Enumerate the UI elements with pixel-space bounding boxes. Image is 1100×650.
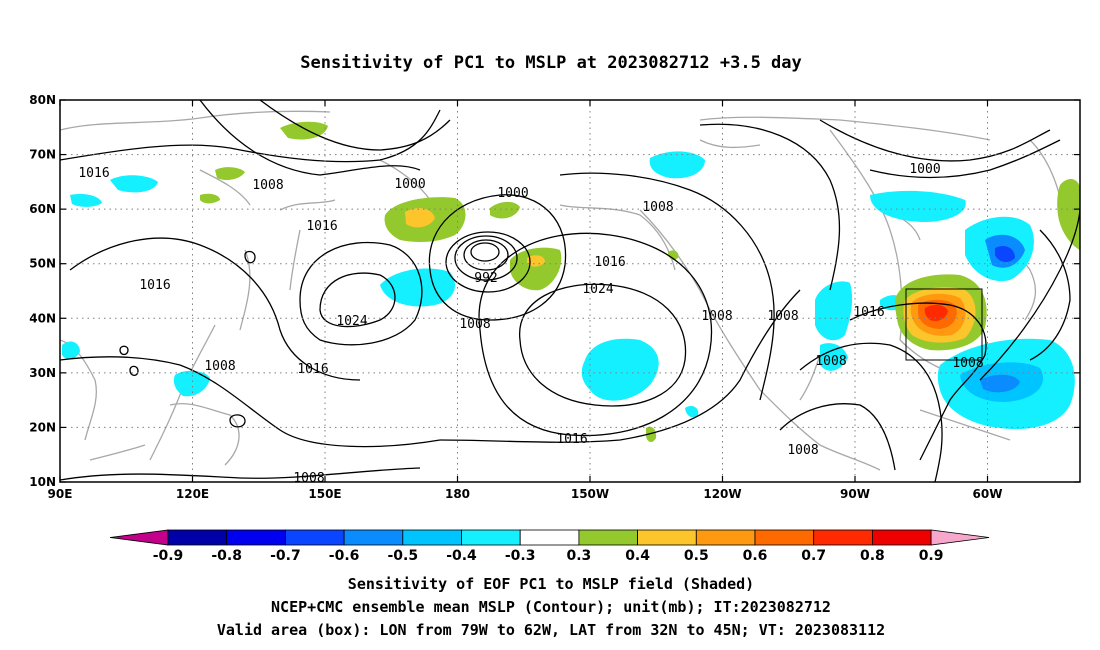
lon-label: 150E [308,487,341,501]
contour-label: 1016 [556,432,587,447]
contour-label: 1008 [767,309,798,324]
contour-label: 1016 [139,278,170,293]
contour-label: 1008 [293,471,324,486]
colorbar-swatch [226,529,286,546]
colorbar-swatch [402,529,462,546]
colorbar-label: -0.7 [270,548,301,564]
lon-label: 120W [703,487,741,501]
lat-label: 10N [29,475,56,489]
colorbar-swatch [167,529,228,546]
contour-label: 1008 [642,200,673,215]
contour-label: 1024 [582,282,613,297]
lat-label: 80N [29,93,56,107]
colorbar-label: -0.4 [446,548,477,564]
colorbar-label: -0.9 [153,548,184,564]
colorbar-swatch [578,529,639,546]
colorbar-swatch [813,529,873,546]
figure-title: Sensitivity of PC1 to MSLP at 2023082712… [300,53,802,73]
lat-label: 20N [29,420,56,434]
caption-line-2: NCEP+CMC ensemble mean MSLP (Contour); u… [271,598,831,616]
colorbar: -0.9 -0.8 -0.7 -0.6 -0.5 -0.4 -0.3 0.3 0.4 0.5 0.6… [109,529,990,564]
colorbar-swatch [754,529,815,546]
colorbar-low-cap [109,529,169,546]
colorbar-label: 0.9 [919,548,944,564]
sensitivity-shading [62,121,1080,443]
contour-label: 1008 [701,309,732,324]
contour-label: 1000 [394,177,425,192]
caption-line-1: Sensitivity of EOF PC1 to MSLP field (Sh… [348,575,754,593]
axis-ticks [59,99,1080,483]
contour-label: 1016 [594,255,625,270]
contour-label: 992 [474,271,497,286]
lat-label: 30N [29,366,56,380]
contour-label: 1008 [204,359,235,374]
caption-line-3: Valid area (box): LON from 79W to 62W, L… [217,621,885,639]
contour-label: 1024 [336,314,367,329]
colorbar-label: 0.3 [566,548,591,564]
colorbar-swatch [284,529,345,546]
lon-label: 90E [48,487,73,501]
colorbar-high-cap [930,529,990,546]
latitude-labels: 80N 70N 60N 50N 40N 30N 20N 10N [29,93,56,489]
lon-label: 60W [973,487,1003,501]
lat-label: 60N [29,202,56,216]
colorbar-label: -0.8 [211,548,242,564]
lat-label: 50N [29,257,56,271]
map-frame [59,99,1081,483]
contour-label: 1016 [306,219,337,234]
map-panel: 1016 1008 1000 1000 1008 1000 1016 1016 … [29,93,1081,501]
lon-label: 90W [840,487,870,501]
colorbar-label: 0.8 [860,548,885,564]
contour-label: 1016 [78,166,109,181]
mslp-contours [60,100,1080,482]
colorbar-label: 0.7 [801,548,826,564]
colorbar-label: -0.6 [329,548,360,564]
contour-label: 1008 [952,356,983,371]
colorbar-swatch [637,529,697,546]
valid-area-box [905,288,983,361]
contour-label: 1000 [497,186,528,201]
contour-label: 1008 [252,178,283,193]
contour-label: 1000 [909,162,940,177]
colorbar-swatch [343,529,404,546]
colorbar-label: -0.3 [505,548,536,564]
contour-label: 1008 [815,354,846,369]
colorbar-swatch [695,529,756,546]
lon-label: 180 [445,487,470,501]
contour-labels: 1016 1008 1000 1000 1008 1000 1016 1016 … [78,162,983,486]
contour-label: 1016 [297,362,328,377]
colorbar-swatch [872,529,932,546]
colorbar-label: 0.5 [684,548,709,564]
contour-label: 1016 [853,305,884,320]
colorbar-label: 0.4 [625,548,650,564]
contour-label: 1008 [459,317,490,332]
colorbar-label: -0.5 [387,548,418,564]
figure-captions: Sensitivity of EOF PC1 to MSLP field (Sh… [217,575,885,639]
colorbar-swatch [519,529,580,546]
colorbar-label: 0.6 [743,548,768,564]
lon-label: 120E [176,487,209,501]
colorbar-swatch [461,529,521,546]
lat-label: 40N [29,311,56,325]
lon-label: 150W [571,487,609,501]
lat-label: 70N [29,148,56,162]
contour-label: 1008 [787,443,818,458]
longitude-labels: 90E 120E 150E 180 150W 120W 90W 60W [48,487,1003,501]
